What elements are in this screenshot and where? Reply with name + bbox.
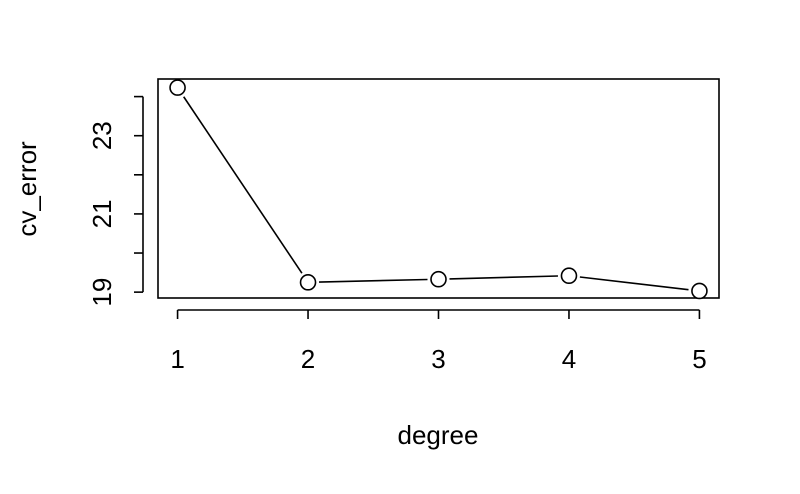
x-tick-label: 4 [562, 344, 576, 374]
data-point [430, 270, 447, 288]
plot-frame [157, 78, 720, 299]
series-segment [319, 278, 428, 283]
data-point [560, 267, 578, 285]
x-tick-label: 3 [431, 344, 445, 374]
x-tick-label: 1 [170, 344, 184, 374]
series-segment [579, 276, 689, 291]
x-axis: 1 2 3 4 5 [170, 309, 707, 374]
y-axis: 19 21 23 [87, 95, 144, 307]
x-tick-label: 5 [692, 344, 706, 374]
y-tick-label: 19 [87, 278, 117, 307]
series-segment [183, 96, 303, 274]
data-point [169, 79, 186, 96]
data-point [691, 282, 708, 300]
data-point [299, 274, 317, 291]
x-axis-title: degree [398, 420, 479, 450]
series-segment [449, 275, 558, 280]
x-tick-label: 2 [301, 344, 315, 374]
y-tick-label: 23 [87, 121, 117, 150]
series [169, 79, 708, 300]
y-axis-title: cv_error [12, 141, 42, 237]
y-tick-label: 21 [87, 199, 117, 228]
